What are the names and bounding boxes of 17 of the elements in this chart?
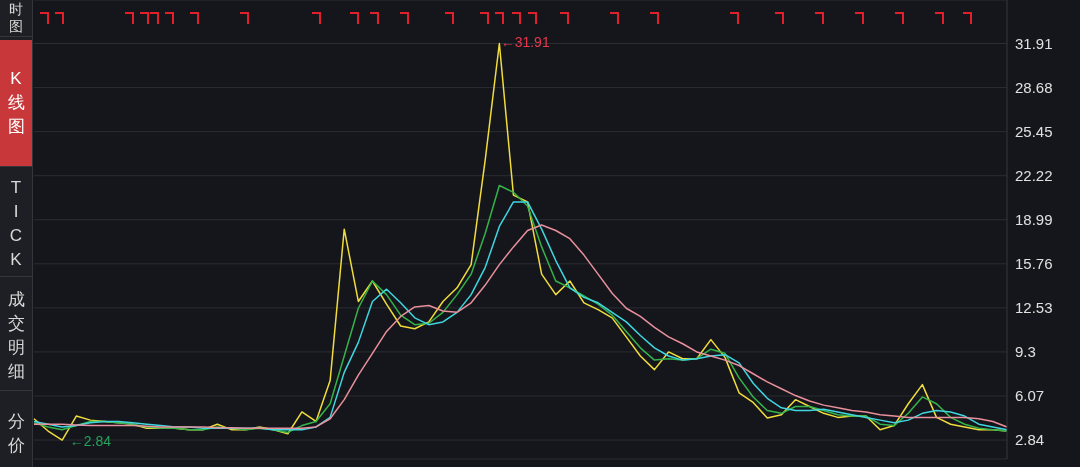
y-tick-label: 9.3 (1015, 343, 1036, 361)
y-tick-label: 28.68 (1015, 78, 1053, 96)
text: 成交明细 (7, 289, 25, 383)
text: TICK (9, 177, 23, 271)
text: 分价 (7, 410, 25, 457)
y-tick-label: 15.76 (1015, 255, 1053, 273)
annotation: ←2.84 (69, 433, 111, 450)
y-tick-label: 18.99 (1015, 211, 1053, 229)
y-tick-label: 22.22 (1015, 167, 1053, 185)
text: K线图 (7, 68, 25, 138)
y-tick-label: 6.07 (1015, 387, 1045, 405)
text: 时图 (9, 1, 23, 35)
annotation: ←31.91 (500, 33, 550, 50)
y-tick-label: 2.84 (1015, 431, 1045, 449)
y-tick-label: 12.53 (1015, 299, 1053, 317)
y-tick-label: 25.45 (1015, 122, 1053, 140)
y-tick-label: 31.91 (1015, 34, 1053, 52)
